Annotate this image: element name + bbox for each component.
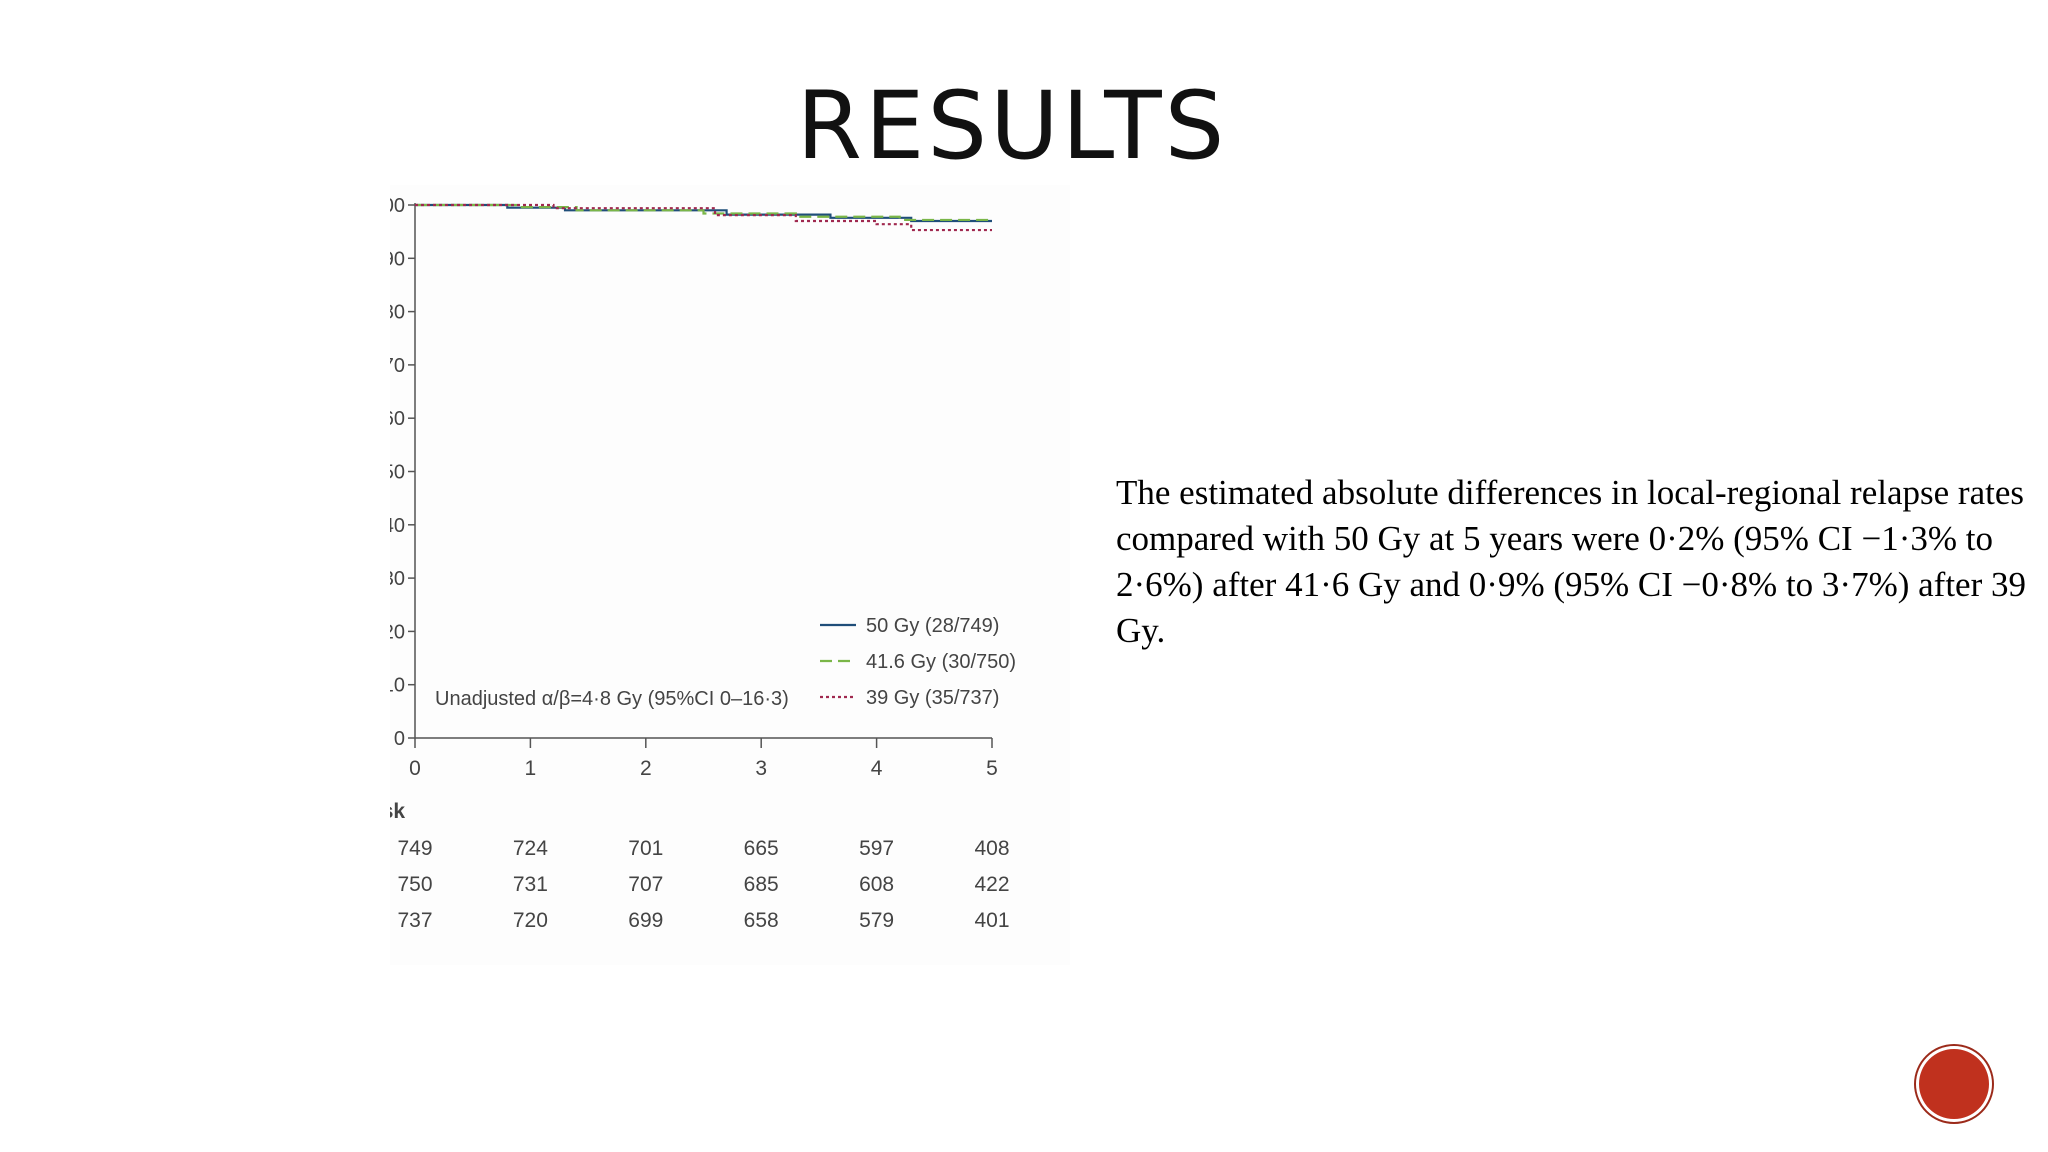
- risk-table-header: Number at risk: [390, 800, 405, 823]
- risk-table-cell: 749: [397, 837, 432, 860]
- y-tick-label: 50: [390, 462, 405, 484]
- risk-table-cell: 401: [974, 909, 1009, 932]
- legend-label: 39 Gy (35/737): [866, 687, 999, 709]
- legend-label: 41.6 Gy (30/750): [866, 651, 1016, 673]
- risk-table-cell: 720: [513, 909, 548, 932]
- risk-table-cell: 408: [974, 837, 1009, 860]
- x-tick-label: 1: [525, 757, 537, 780]
- risk-table-cell: 685: [744, 873, 779, 896]
- survival-chart: 0102030405060708090100012345Percentage o…: [390, 195, 1016, 932]
- risk-table-cell: 699: [628, 909, 663, 932]
- risk-table-cell: 737: [397, 909, 432, 932]
- x-tick-label: 3: [755, 757, 767, 780]
- y-tick-label: 0: [394, 728, 405, 750]
- x-tick-label: 5: [986, 757, 998, 780]
- slide-title: RESULTS: [796, 72, 1228, 181]
- y-tick-label: 10: [390, 675, 405, 697]
- risk-table-cell: 597: [859, 837, 894, 860]
- slide-badge-icon: [1916, 1046, 1992, 1122]
- risk-table-cell: 665: [744, 837, 779, 860]
- risk-table-cell: 731: [513, 873, 548, 896]
- y-tick-label: 40: [390, 515, 405, 537]
- risk-table-cell: 579: [859, 909, 894, 932]
- risk-table-cell: 707: [628, 873, 663, 896]
- risk-table-cell: 608: [859, 873, 894, 896]
- risk-table-cell: 658: [744, 909, 779, 932]
- y-tick-label: 20: [390, 621, 405, 643]
- series-line-1: [415, 203, 992, 223]
- legend-label: 50 Gy (28/749): [866, 615, 999, 637]
- y-tick-label: 60: [390, 408, 405, 430]
- risk-table-cell: 724: [513, 837, 548, 860]
- risk-table-cell: 701: [628, 837, 663, 860]
- y-tick-label: 70: [390, 355, 405, 377]
- risk-table-cell: 750: [397, 873, 432, 896]
- x-tick-label: 2: [640, 757, 652, 780]
- y-tick-label: 90: [390, 248, 405, 270]
- y-tick-label: 100: [390, 195, 405, 217]
- series-line-3: [415, 203, 992, 232]
- x-tick-label: 0: [409, 757, 421, 780]
- series-line-2: [415, 203, 992, 222]
- risk-table-cell: 422: [974, 873, 1009, 896]
- y-tick-label: 30: [390, 568, 405, 590]
- results-description: The estimated absolute differences in lo…: [1116, 473, 2026, 650]
- chart-annotation: Unadjusted α/β=4·8 Gy (95%CI 0–16·3): [435, 688, 789, 710]
- chart-panel: 0102030405060708090100012345Percentage o…: [390, 185, 1070, 965]
- y-tick-label: 80: [390, 302, 405, 324]
- x-tick-label: 4: [871, 757, 883, 780]
